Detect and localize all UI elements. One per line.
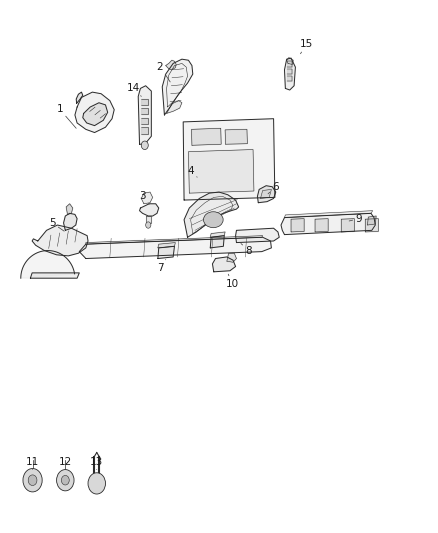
Polygon shape — [191, 128, 221, 146]
Circle shape — [146, 222, 151, 228]
Polygon shape — [32, 225, 88, 256]
Text: 5: 5 — [49, 218, 64, 231]
Polygon shape — [141, 118, 148, 124]
Polygon shape — [166, 101, 182, 114]
Polygon shape — [365, 219, 378, 232]
Polygon shape — [315, 219, 328, 232]
Polygon shape — [184, 192, 239, 237]
Polygon shape — [86, 236, 263, 244]
Polygon shape — [75, 92, 114, 133]
Polygon shape — [261, 189, 272, 198]
Polygon shape — [212, 257, 236, 272]
Text: 12: 12 — [59, 457, 72, 470]
Text: 10: 10 — [226, 274, 239, 288]
Polygon shape — [141, 99, 148, 105]
Polygon shape — [210, 236, 224, 248]
Polygon shape — [183, 119, 275, 200]
Circle shape — [88, 473, 106, 494]
Polygon shape — [138, 86, 151, 144]
Circle shape — [61, 475, 69, 485]
Text: 14: 14 — [127, 83, 141, 96]
Polygon shape — [225, 130, 247, 144]
Polygon shape — [341, 219, 354, 232]
Circle shape — [23, 469, 42, 492]
Polygon shape — [287, 76, 292, 82]
Polygon shape — [210, 232, 225, 237]
Polygon shape — [21, 251, 75, 278]
Text: 1: 1 — [57, 104, 76, 128]
Polygon shape — [83, 103, 108, 126]
Polygon shape — [140, 204, 159, 216]
Polygon shape — [146, 216, 151, 223]
Ellipse shape — [204, 212, 223, 228]
Text: 6: 6 — [268, 182, 279, 194]
Polygon shape — [258, 185, 276, 203]
Polygon shape — [287, 69, 292, 74]
Polygon shape — [227, 253, 237, 262]
Circle shape — [141, 141, 148, 150]
Polygon shape — [287, 58, 293, 64]
Polygon shape — [76, 92, 83, 103]
Polygon shape — [158, 246, 174, 259]
Polygon shape — [141, 108, 148, 115]
Polygon shape — [281, 213, 375, 235]
Polygon shape — [287, 61, 292, 67]
Circle shape — [57, 470, 74, 491]
Polygon shape — [166, 60, 176, 70]
Polygon shape — [162, 59, 193, 115]
Text: 4: 4 — [187, 166, 197, 177]
Text: 15: 15 — [300, 39, 313, 54]
Polygon shape — [285, 58, 295, 90]
Text: 8: 8 — [241, 244, 252, 255]
Polygon shape — [141, 127, 148, 134]
Polygon shape — [285, 211, 373, 217]
Polygon shape — [236, 228, 279, 243]
Polygon shape — [141, 192, 152, 204]
Text: 9: 9 — [349, 214, 362, 224]
Text: 13: 13 — [90, 457, 103, 470]
Polygon shape — [30, 273, 79, 278]
Text: 2: 2 — [157, 62, 170, 82]
Text: 11: 11 — [26, 457, 39, 470]
Polygon shape — [64, 213, 77, 230]
Polygon shape — [158, 243, 175, 248]
Polygon shape — [188, 150, 254, 193]
Polygon shape — [291, 219, 304, 232]
Text: 3: 3 — [139, 191, 149, 204]
Text: 7: 7 — [157, 260, 166, 272]
Polygon shape — [367, 216, 376, 225]
Circle shape — [28, 475, 37, 486]
Polygon shape — [66, 204, 73, 214]
Polygon shape — [79, 237, 272, 259]
